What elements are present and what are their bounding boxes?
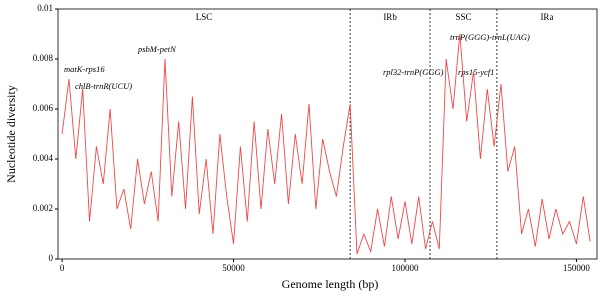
x-tick-label: 150000 [563,263,591,273]
y-tick-label: 0.008 [33,53,54,63]
annotation: rps15-ycf1 [458,67,494,77]
x-tick-label: 50000 [222,263,245,273]
region-label: SSC [455,12,471,22]
y-tick-label: 0 [49,253,54,263]
annotation: chlB-trnR(UCU) [75,81,132,91]
plot-frame [57,8,598,260]
annotation: psbM-petN [137,44,177,54]
data-line [61,33,591,255]
annotation: trnP(GGG)-trnL(UAG) [450,32,530,42]
annotation: matK-rps16 [64,64,105,74]
y-tick-label: 0.004 [33,153,54,163]
region-label: IRa [540,12,553,22]
y-tick-label: 0.006 [33,103,54,113]
x-tick-label: 0 [60,263,65,273]
x-tick-label: 100000 [391,263,419,273]
y-tick-label: 0.002 [33,203,53,213]
y-axis-title: Nucleotide diversity [4,85,18,183]
x-axis-title: Genome length (bp) [282,277,379,291]
y-tick-label: 0.01 [37,3,53,13]
region-label: LSC [196,12,213,22]
annotation: rpl32-trnP(GGG) [383,67,444,77]
region-label: IRb [383,12,397,22]
